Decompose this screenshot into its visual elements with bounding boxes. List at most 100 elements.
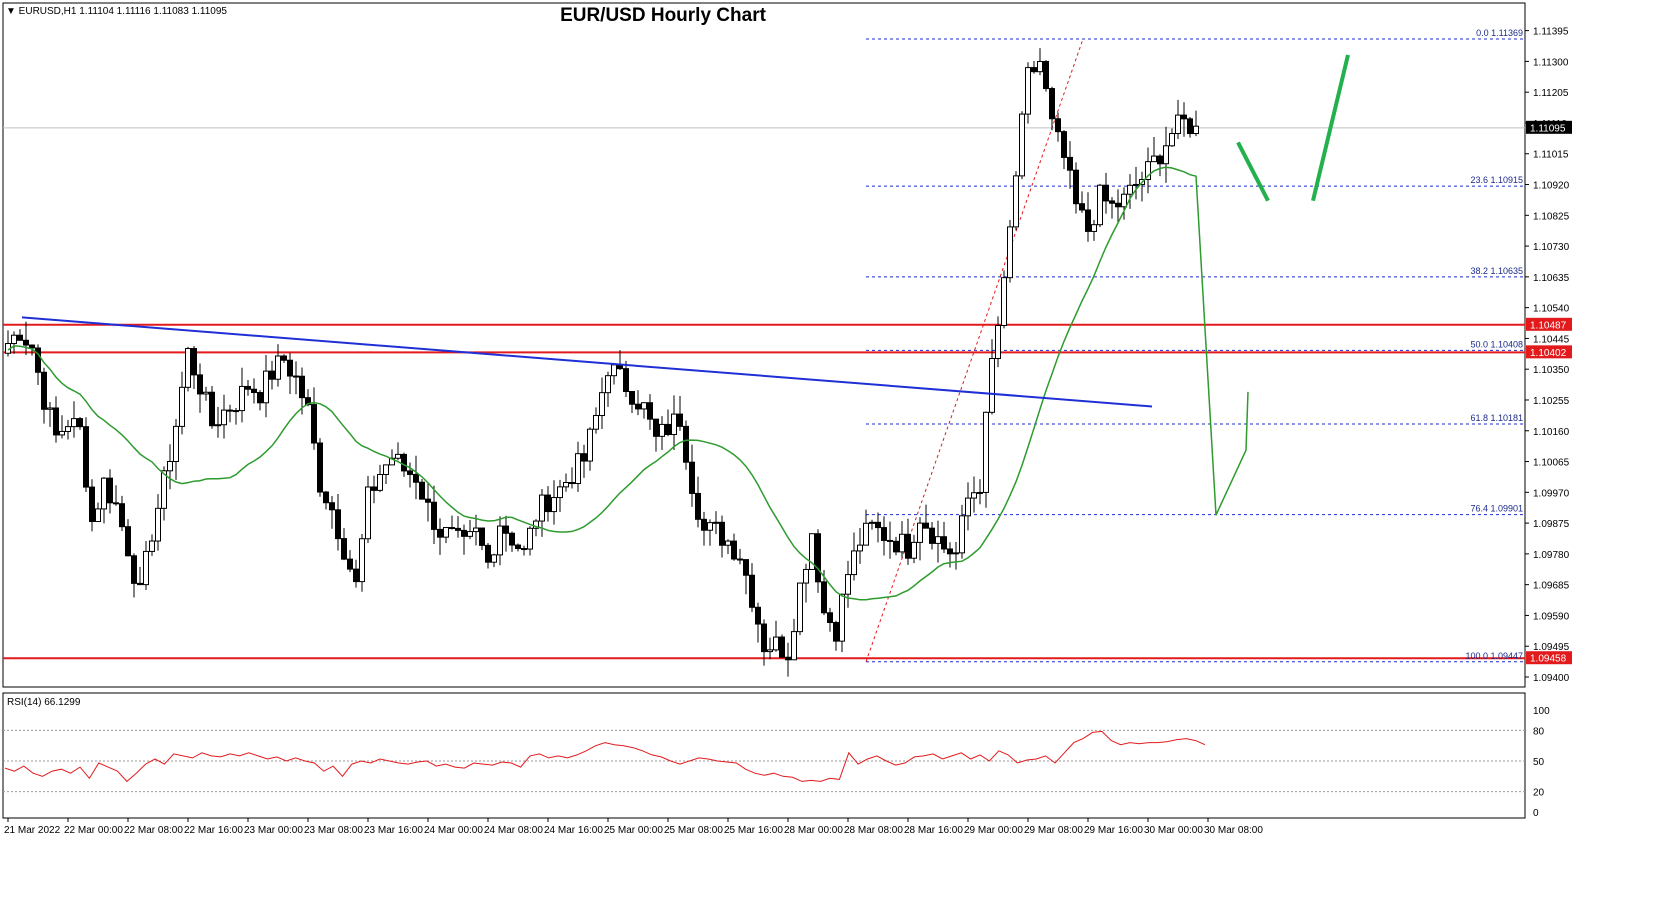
candle [911, 534, 917, 564]
candle [497, 516, 503, 566]
candle [23, 321, 29, 356]
candle-body [653, 418, 659, 437]
candle-body [119, 503, 125, 528]
candle [785, 642, 791, 677]
x-tick-label: 25 Mar 08:00 [664, 825, 723, 836]
candle-body [53, 407, 59, 436]
candle [755, 602, 761, 643]
candle [593, 407, 599, 434]
candle-body [113, 502, 119, 505]
candle-body [587, 428, 593, 462]
rsi-label: RSI(14) 66.1299 [7, 697, 81, 708]
candle-body [971, 492, 977, 499]
candle [455, 516, 461, 538]
candle [257, 390, 263, 411]
candle-body [713, 521, 719, 524]
fib-level-label: 61.8 1.10181 [1470, 413, 1523, 423]
candle-body [161, 470, 167, 509]
candle-body [395, 453, 401, 459]
candle-body [1181, 114, 1187, 120]
candle [245, 379, 251, 396]
candle-body [1031, 67, 1037, 73]
price-tag-box [1526, 651, 1572, 665]
candle-body [341, 538, 347, 560]
candle-body [65, 426, 71, 432]
candle-body [359, 538, 365, 583]
candle [407, 462, 413, 488]
candle-body [413, 473, 419, 483]
candle-body [491, 554, 497, 563]
candle-body [227, 409, 233, 412]
candle-body [791, 631, 797, 661]
candle-body [911, 541, 917, 559]
candle-body [1025, 67, 1031, 115]
candle [1019, 111, 1025, 180]
candle-body [287, 359, 293, 377]
candle [11, 331, 17, 354]
rsi-tick-label: 50 [1533, 757, 1545, 768]
candle [371, 475, 377, 504]
candle [1067, 141, 1073, 189]
candle [197, 363, 203, 413]
fib-level-label: 0.0 1.11369 [1476, 28, 1523, 38]
candle [53, 396, 59, 443]
candle-body [173, 425, 179, 462]
candle [701, 511, 707, 546]
candle [851, 532, 857, 581]
x-tick-label: 21 Mar 2022 [4, 825, 61, 836]
candle-body [737, 558, 743, 561]
candle [113, 485, 119, 506]
candle [815, 529, 821, 593]
candle [1085, 192, 1091, 242]
candle [515, 543, 521, 552]
candle [713, 511, 719, 535]
candle-body [623, 368, 629, 393]
candle [491, 553, 497, 568]
candle-body [1061, 131, 1067, 158]
candle [857, 527, 863, 564]
price-tag-box [1526, 317, 1572, 331]
candle [1157, 154, 1163, 177]
candle-body [707, 522, 713, 531]
candle-body [245, 385, 251, 390]
candle-body [77, 418, 83, 428]
candle [365, 475, 371, 543]
candle-body [71, 418, 77, 428]
candle [1163, 126, 1169, 183]
candle-body [1127, 184, 1133, 195]
candle [767, 637, 773, 660]
x-tick-label: 24 Mar 08:00 [484, 825, 543, 836]
candle [431, 485, 437, 545]
candle-body [269, 370, 275, 380]
candle [1013, 171, 1019, 231]
candle-body [797, 582, 803, 633]
candle [1007, 219, 1013, 283]
candle [389, 449, 395, 466]
candle [419, 478, 425, 500]
candle-body [779, 636, 785, 658]
candle [539, 488, 545, 537]
y-tick-label: 1.10635 [1533, 273, 1570, 284]
candle [413, 455, 419, 500]
candle-body [719, 521, 725, 546]
candle-body [185, 348, 191, 388]
x-tick-label: 28 Mar 08:00 [844, 825, 903, 836]
candle [47, 402, 53, 427]
candle [359, 534, 365, 592]
candle-body [449, 527, 455, 530]
candle [509, 531, 515, 552]
candle-body [749, 574, 755, 608]
candle-body [803, 568, 809, 584]
candle-body [419, 481, 425, 500]
rsi-plot-frame [2, 692, 1526, 819]
candle [263, 355, 269, 418]
candle [947, 542, 953, 568]
candle [749, 563, 755, 613]
candle [173, 418, 179, 480]
candle [959, 504, 965, 559]
candle-body [611, 364, 617, 377]
candle-body [521, 548, 527, 551]
x-tick-label: 29 Mar 16:00 [1084, 825, 1143, 836]
candle [5, 330, 11, 357]
